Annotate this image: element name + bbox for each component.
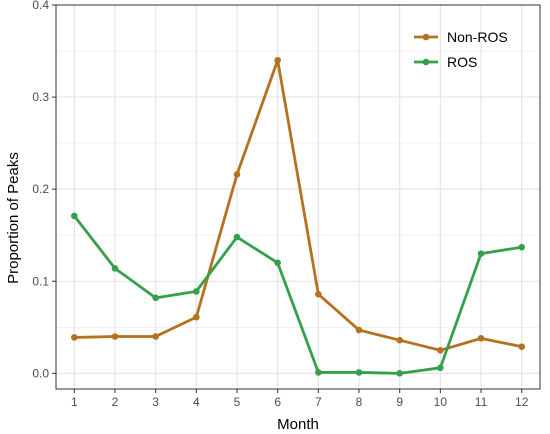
x-tick-label: 4: [193, 395, 200, 409]
data-point-ros: [355, 369, 363, 376]
data-point-ros: [233, 233, 241, 241]
data-point-ros: [518, 243, 525, 251]
data-point-non-ros: [193, 313, 200, 321]
data-point-non-ros: [152, 333, 159, 340]
data-point-ros: [437, 364, 444, 372]
series-line-non-ros: [72, 58, 524, 352]
legend-key-point-ros: [422, 58, 430, 66]
x-tick-label: 6: [274, 395, 281, 409]
grid-lines: [56, 4, 540, 389]
y-axis-title: Proportion of Peaks: [5, 152, 22, 284]
y-axis-title-group: Proportion of Peaks: [5, 152, 22, 284]
y-tick-label: 0.4: [32, 0, 49, 12]
series-line-ros: [72, 214, 524, 375]
data-point-non-ros: [437, 347, 444, 354]
series-ros: [71, 212, 525, 377]
x-tick-label: 11: [475, 395, 488, 409]
legend-label-non-ros: Non-ROS: [447, 29, 508, 45]
x-tick-label: 5: [234, 395, 241, 409]
data-point-ros: [274, 259, 281, 267]
x-tick-label: 2: [112, 395, 119, 409]
data-point-non-ros: [518, 343, 525, 350]
y-axis: 0.0 0.1 0.2 0.3 0.4: [32, 0, 56, 380]
data-point-non-ros: [315, 290, 322, 298]
data-point-non-ros: [71, 334, 78, 341]
legend: Non-ROS ROS: [414, 29, 508, 70]
data-point-ros: [477, 250, 485, 257]
data-point-ros: [152, 294, 159, 302]
data-point-non-ros: [111, 333, 119, 340]
data-point-ros: [315, 369, 322, 376]
data-point-non-ros: [233, 171, 241, 178]
x-tick-label: 3: [152, 395, 159, 409]
x-axis-title: Month: [277, 416, 319, 433]
legend-key-point-non-ros: [422, 33, 430, 41]
data-point-non-ros: [396, 336, 403, 344]
x-tick-label: 9: [396, 395, 403, 409]
x-axis: 1 2 3 4 5 6 7 8 9 10 11 12: [71, 389, 529, 409]
x-tick-label: 10: [434, 395, 448, 409]
y-tick-label: 0.0: [32, 366, 49, 380]
data-point-ros: [193, 288, 200, 295]
y-tick-label: 0.2: [32, 182, 49, 196]
data-point-non-ros: [477, 335, 485, 342]
plot-border: [55, 4, 541, 390]
x-tick-label: 7: [315, 395, 322, 409]
series-non-ros: [71, 56, 525, 354]
data-point-ros: [111, 265, 119, 272]
data-point-ros: [71, 212, 78, 220]
legend-label-ros: ROS: [447, 54, 477, 70]
x-tick-label: 1: [71, 395, 78, 409]
y-tick-label: 0.3: [32, 90, 49, 104]
x-tick-label: 8: [356, 395, 363, 409]
data-point-non-ros: [355, 326, 363, 334]
data-point-non-ros: [274, 56, 281, 64]
x-tick-label: 12: [515, 395, 529, 409]
data-point-ros: [396, 370, 403, 377]
y-tick-label: 0.1: [32, 274, 49, 288]
